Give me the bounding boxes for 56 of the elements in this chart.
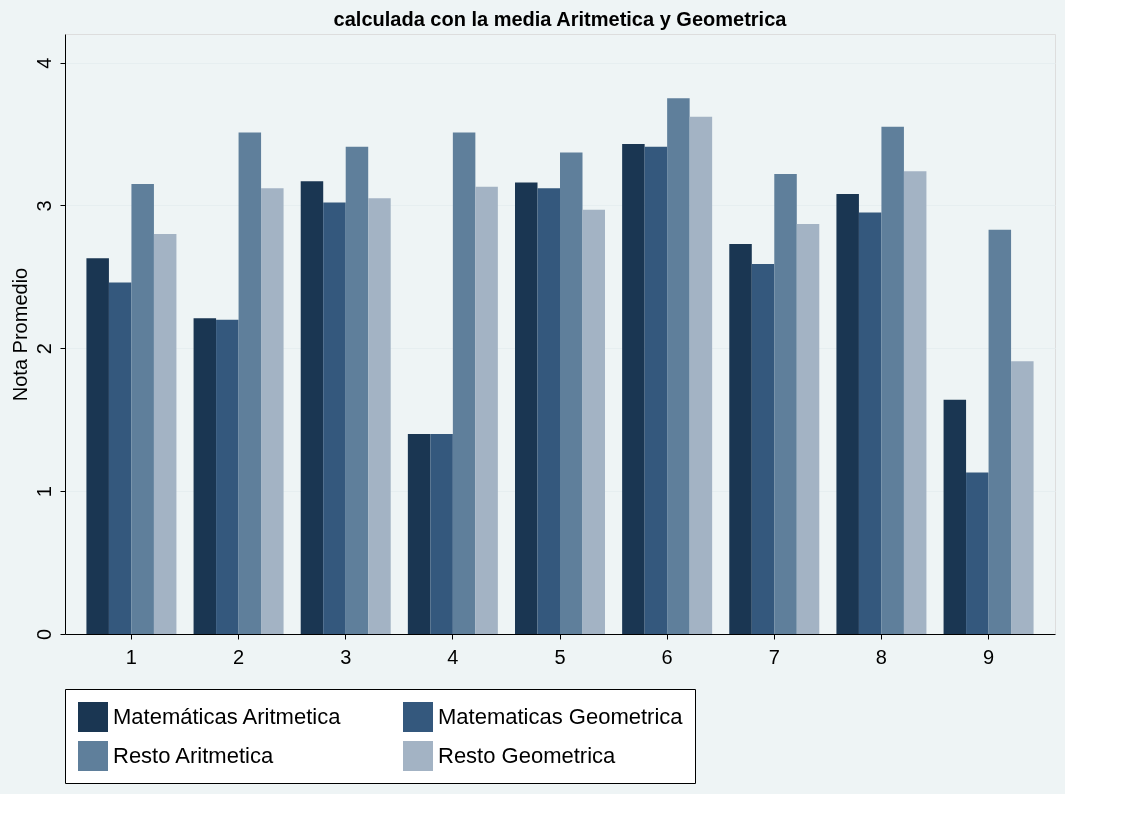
legend-label: Resto Aritmetica — [113, 743, 274, 768]
x-tick-label: 7 — [768, 645, 780, 668]
bar — [368, 198, 391, 634]
bar — [881, 126, 904, 634]
bar — [966, 472, 989, 634]
y-tick-label: 4 — [32, 57, 55, 69]
y-axis-title: Nota Promedio — [8, 267, 31, 402]
bar — [689, 116, 713, 634]
bar — [537, 188, 560, 634]
bar — [86, 258, 109, 634]
bar — [729, 244, 752, 634]
bar — [452, 132, 476, 634]
bar — [515, 182, 538, 634]
x-tick-label: 9 — [983, 645, 995, 668]
bar — [858, 212, 882, 634]
bar — [407, 434, 431, 634]
bar — [751, 264, 775, 634]
x-tick-label: 3 — [340, 645, 352, 668]
x-tick-label: 8 — [875, 645, 887, 668]
y-tick-label: 0 — [32, 628, 55, 641]
bar — [475, 186, 498, 634]
y-tick-label: 1 — [32, 486, 55, 498]
bar — [153, 234, 177, 634]
legend-label: Matemáticas Aritmetica — [113, 704, 342, 729]
bar — [836, 194, 859, 634]
bar — [582, 209, 605, 634]
bar — [323, 202, 346, 634]
bar — [261, 188, 284, 634]
bar — [774, 174, 797, 634]
x-tick-label: 6 — [661, 645, 673, 668]
bar — [988, 229, 1012, 634]
x-tick-label: 1 — [125, 645, 137, 668]
bar — [238, 132, 262, 634]
x-tick-label: 2 — [233, 645, 245, 668]
y-tick-label: 3 — [32, 200, 55, 212]
x-tick-label: 4 — [447, 645, 459, 668]
bar — [622, 144, 645, 634]
bar — [560, 152, 583, 634]
bar — [131, 184, 154, 634]
legend-label: Resto Geometrica — [438, 743, 617, 768]
y-tick-label: 2 — [32, 343, 55, 355]
bar — [300, 181, 324, 634]
bar — [108, 282, 132, 634]
bar — [903, 171, 927, 634]
bar — [943, 399, 967, 634]
bar — [796, 224, 820, 634]
legend-label: Matematicas Geometrica — [438, 704, 684, 729]
bar — [667, 98, 690, 634]
bar — [193, 318, 217, 634]
chart-title: calculada con la media Aritmetica y Geometrica — [333, 8, 788, 30]
bar — [345, 146, 369, 634]
bar — [430, 434, 453, 634]
bar — [1011, 361, 1034, 634]
bar — [644, 146, 668, 634]
x-tick-label: 5 — [554, 645, 566, 668]
bar — [216, 319, 239, 634]
